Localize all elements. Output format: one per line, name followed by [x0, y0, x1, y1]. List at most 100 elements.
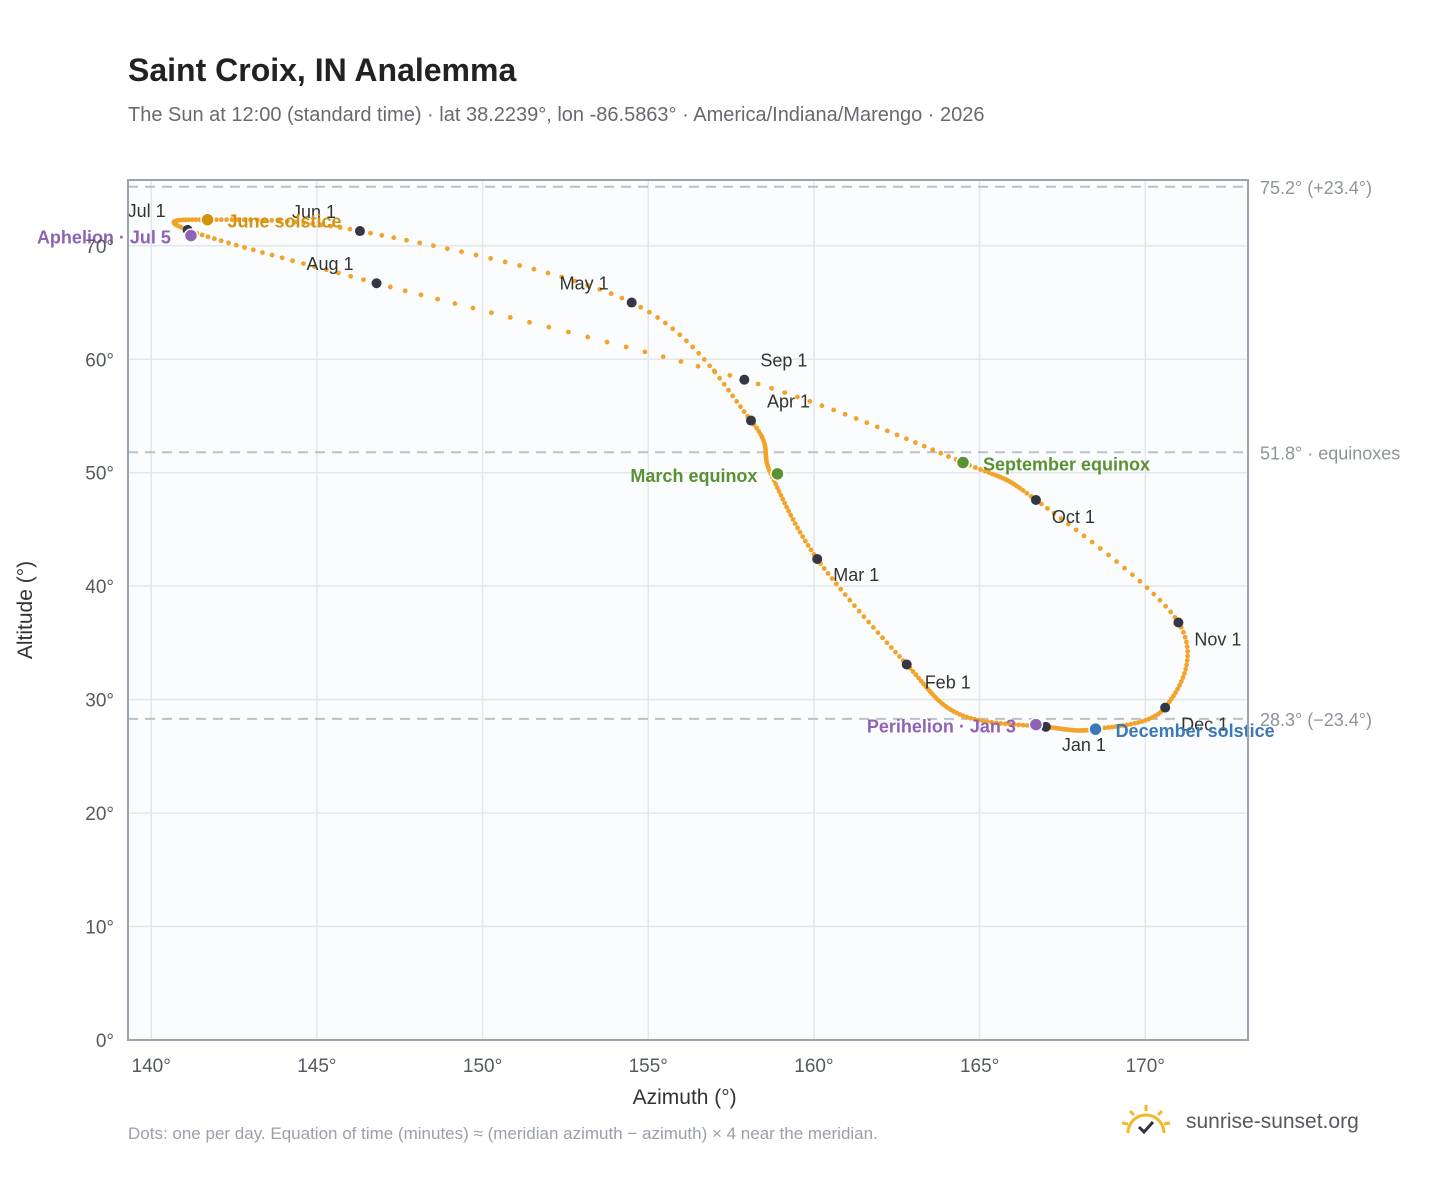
- day-dot: [284, 218, 290, 224]
- day-dot: [292, 219, 298, 225]
- brand-link[interactable]: sunrise-sunset.org: [1120, 1102, 1359, 1142]
- chart-footnote: Dots: one per day. Equation of time (min…: [128, 1124, 878, 1143]
- day-dot: [1135, 720, 1141, 725]
- day-dot: [972, 465, 978, 470]
- day-dot: [1120, 723, 1126, 728]
- event-markers: June solstice Aphelion · Jul 5 March equin…: [37, 212, 1275, 741]
- month-label: Jan 1: [1062, 735, 1106, 755]
- day-dot: [866, 619, 872, 625]
- x-tick-label: 140°: [132, 1056, 171, 1077]
- day-dot: [502, 259, 508, 265]
- day-dot: [776, 489, 782, 494]
- day-dot: [856, 608, 862, 614]
- day-dot: [913, 672, 919, 678]
- day-dot: [1163, 603, 1169, 609]
- month-marker: [626, 297, 637, 308]
- day-dot: [690, 344, 696, 350]
- day-dot: [897, 654, 902, 659]
- day-dot: [1066, 521, 1071, 527]
- day-dot: [301, 220, 307, 226]
- day-dot: [507, 315, 513, 320]
- day-dot: [884, 640, 890, 646]
- day-dot: [853, 416, 859, 421]
- y-tick-label: 40°: [85, 577, 114, 598]
- day-dot: [921, 443, 927, 449]
- day-dot: [1114, 559, 1120, 564]
- month-marker: [1160, 702, 1171, 713]
- day-dot: [707, 363, 713, 369]
- sun-check-icon: [1120, 1103, 1172, 1142]
- day-dot: [1182, 634, 1188, 640]
- day-dot: [310, 221, 315, 227]
- month-marker: [371, 278, 382, 289]
- day-dot: [199, 232, 205, 238]
- day-dot: [984, 719, 990, 725]
- month-label: Jul 1: [128, 201, 166, 221]
- day-dot: [242, 245, 247, 250]
- x-tick-label: 150°: [463, 1056, 502, 1077]
- day-dot: [248, 217, 253, 223]
- day-dot: [964, 714, 970, 720]
- day-dot: [774, 485, 780, 491]
- day-dot: [402, 288, 408, 294]
- event-marker: [1028, 717, 1044, 732]
- day-dot: [276, 218, 282, 224]
- day-dot: [1002, 721, 1008, 727]
- day-dot: [337, 225, 343, 230]
- day-dot: [795, 394, 800, 400]
- day-dot: [224, 217, 229, 223]
- day-dot: [910, 669, 916, 674]
- day-dot: [788, 512, 794, 518]
- day-dot: [677, 332, 683, 338]
- day-dot: [646, 309, 652, 315]
- month-marker: [1030, 494, 1041, 505]
- day-dot: [842, 592, 848, 598]
- day-dot: [205, 234, 211, 240]
- day-dot: [452, 301, 458, 306]
- day-dot: [430, 243, 436, 249]
- day-dot: [938, 450, 944, 456]
- day-dot: [741, 409, 747, 415]
- day-dot: [1038, 501, 1044, 507]
- day-dot: [870, 625, 876, 630]
- day-dot: [888, 645, 894, 650]
- day-dot: [670, 326, 676, 332]
- y-axis-title: Altitude (°): [14, 561, 37, 659]
- day-dot: [1181, 629, 1186, 635]
- chart-subtitle: The Sun at 12:00 (standard time) · lat 3…: [128, 104, 985, 126]
- day-dot: [1011, 722, 1017, 727]
- day-dot: [323, 267, 329, 273]
- y-tick-label: 50°: [85, 464, 114, 485]
- day-dot: [1024, 490, 1030, 496]
- day-dot: [790, 516, 796, 522]
- day-dot: [978, 467, 983, 472]
- day-dot: [1097, 546, 1103, 551]
- month-label: Sep 1: [760, 351, 807, 371]
- day-dot: [660, 354, 666, 360]
- day-dot: [825, 571, 831, 576]
- day-dot: [861, 614, 867, 620]
- day-dot: [444, 246, 450, 252]
- month-label: Feb 1: [925, 672, 971, 692]
- day-dot: [894, 432, 900, 438]
- day-dot: [1178, 679, 1184, 684]
- event-marker: [1088, 721, 1103, 737]
- day-dot: [852, 603, 857, 609]
- month-label: Nov 1: [1194, 629, 1241, 649]
- day-dot: [1020, 488, 1026, 493]
- month-label: Dec 1: [1181, 715, 1228, 735]
- day-dot: [473, 252, 479, 258]
- day-dot: [1132, 721, 1137, 726]
- day-dot: [290, 258, 295, 264]
- day-dot: [797, 529, 803, 535]
- day-dot: [488, 310, 494, 316]
- day-dot: [301, 261, 306, 267]
- day-dot: [795, 525, 800, 531]
- day-dot: [348, 273, 354, 279]
- day-dot: [980, 718, 986, 724]
- day-dot: [807, 398, 813, 404]
- event-label: Aphelion · Jul 5: [37, 228, 171, 248]
- day-dot: [1113, 724, 1119, 729]
- day-dot: [802, 538, 808, 544]
- x-axis-title: Azimuth (°): [633, 1086, 737, 1109]
